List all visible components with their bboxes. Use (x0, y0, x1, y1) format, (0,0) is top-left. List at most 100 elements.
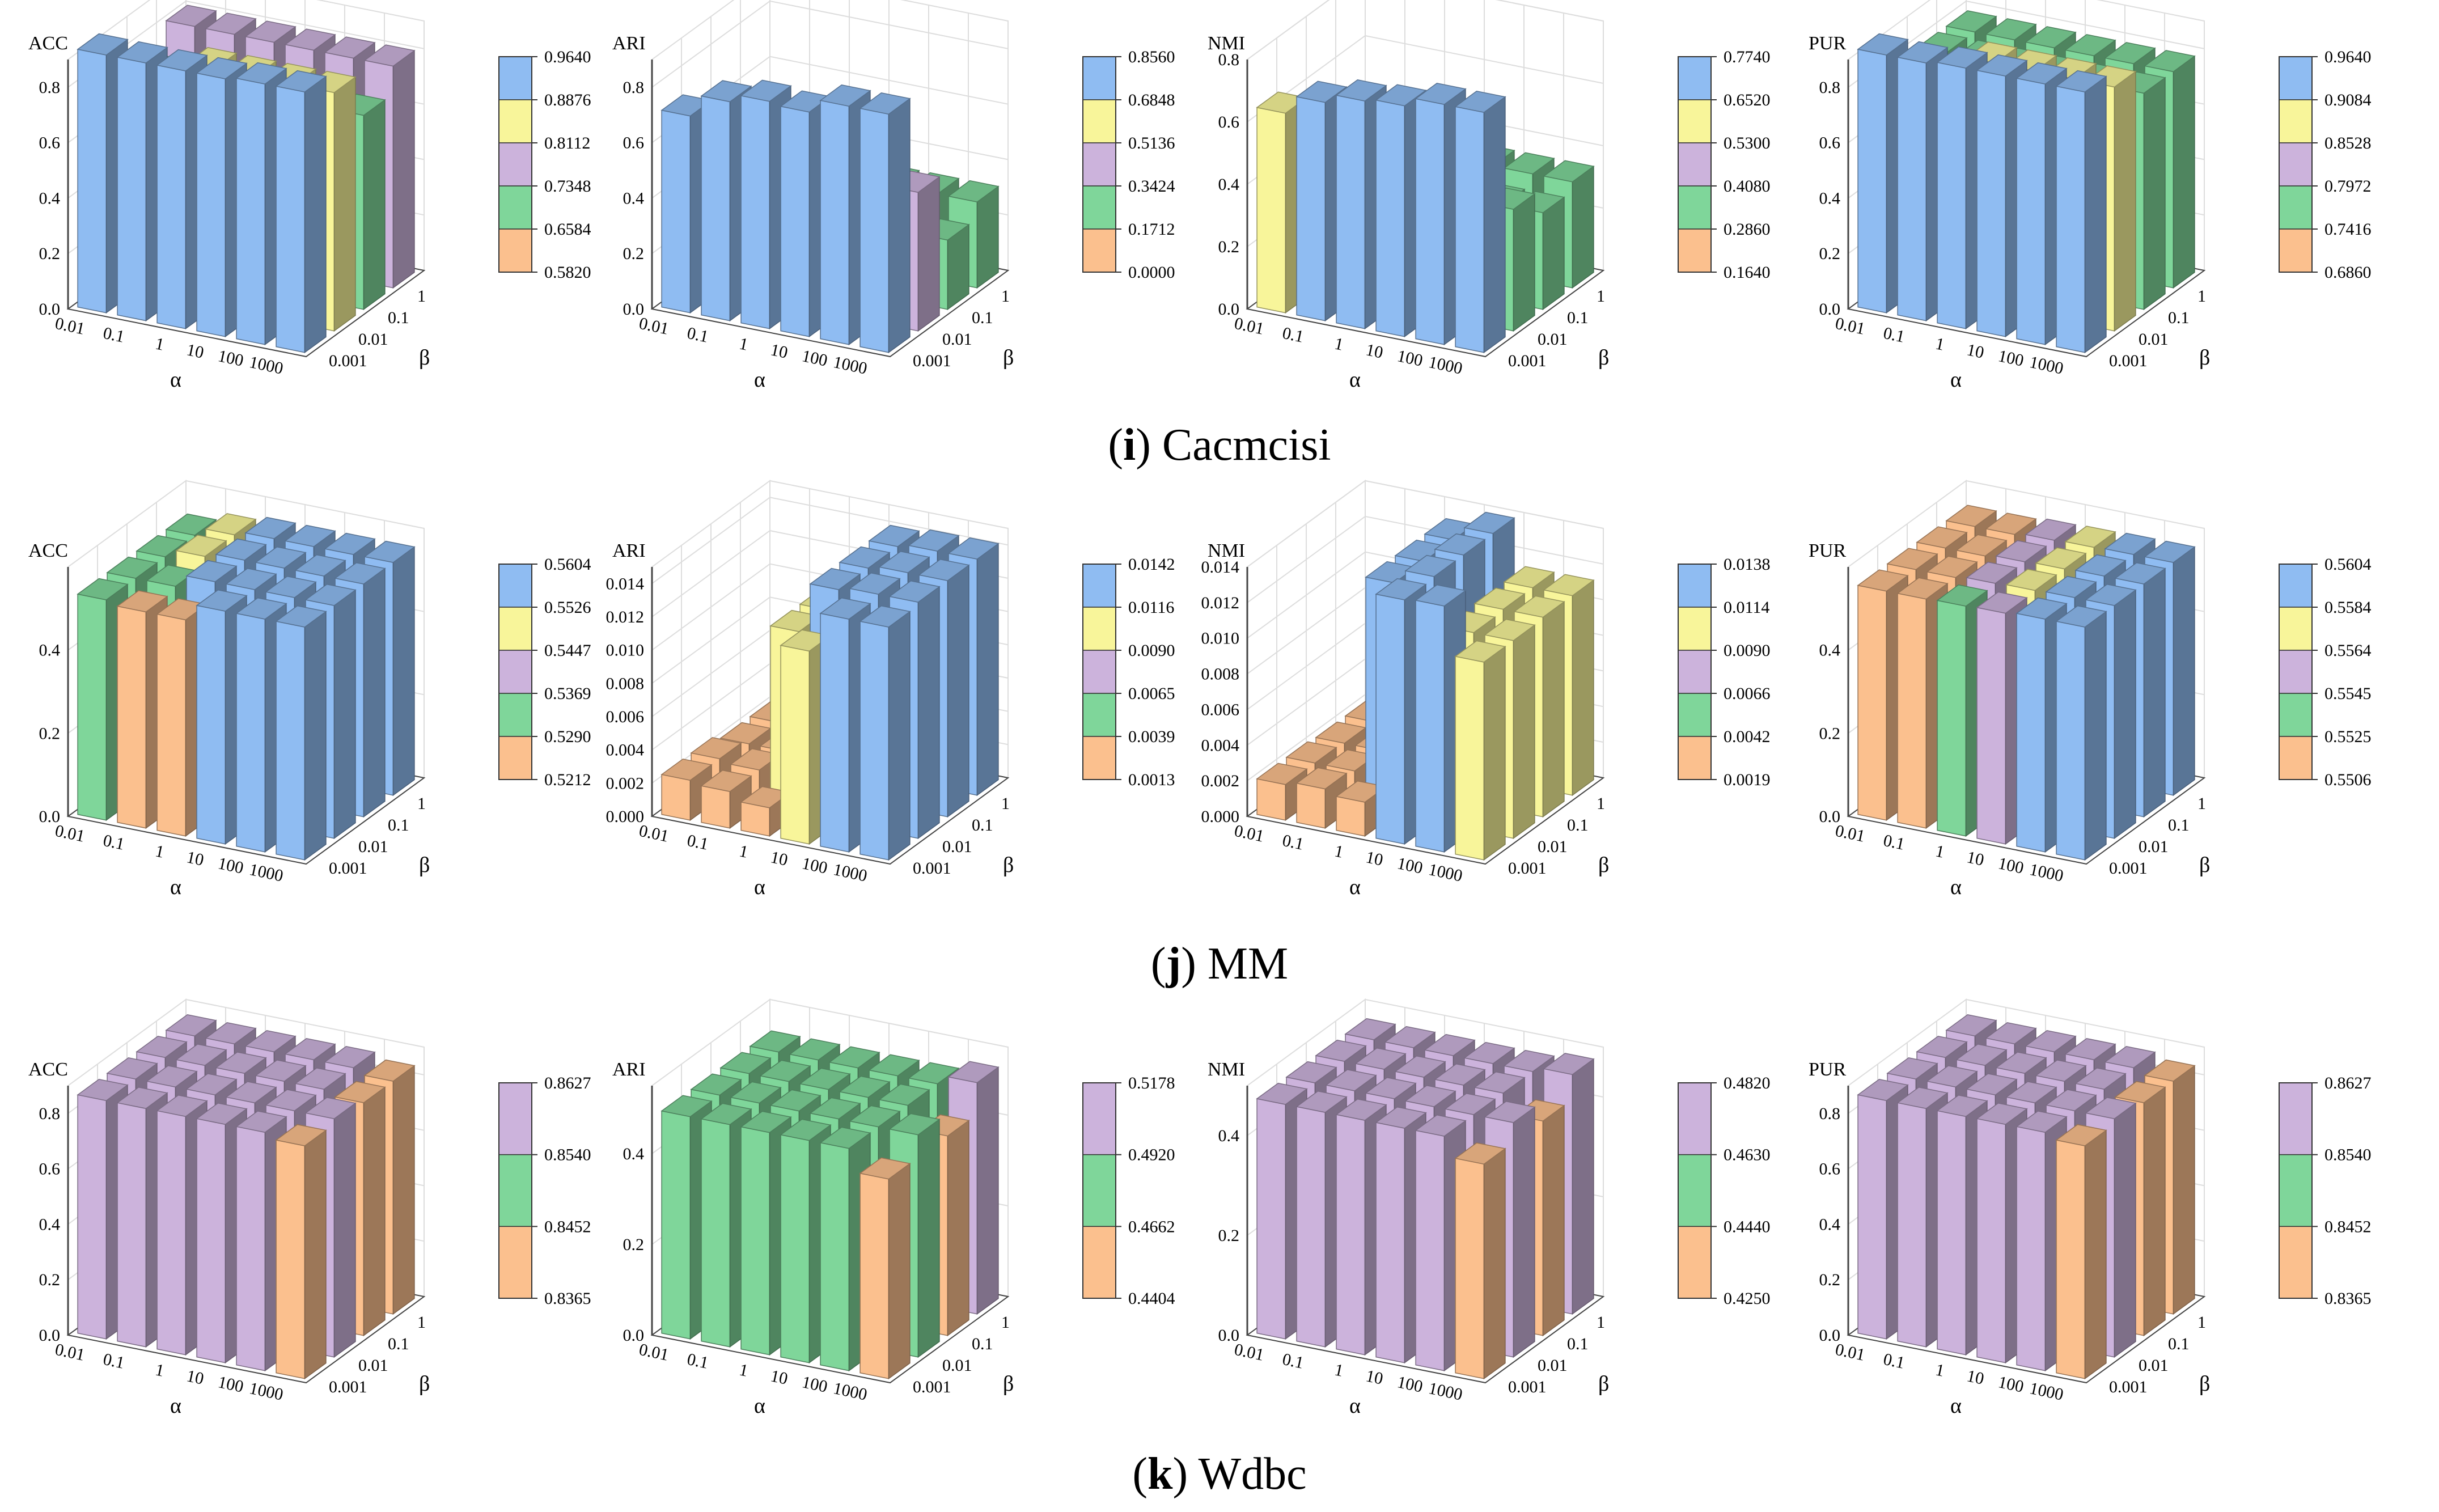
bar-front (236, 613, 266, 853)
beta-tick-label: 0.1 (972, 1335, 993, 1353)
bar-front (77, 49, 107, 314)
z-tick-label: 0.2 (623, 244, 645, 263)
legend-tick-label: 0.8540 (2324, 1146, 2372, 1164)
bar-front (1375, 99, 1405, 337)
legend-tick-label: 0.5584 (2324, 598, 2372, 617)
bar-side (976, 543, 999, 797)
bar-top (789, 1038, 841, 1061)
legend-tick-label: 0.5290 (544, 727, 591, 746)
bar-top (1404, 1085, 1456, 1107)
bar-top (275, 1124, 327, 1146)
bar-top (908, 1062, 960, 1085)
alpha-tick-label: 100 (1396, 346, 1425, 370)
legend-swatch (1678, 736, 1712, 780)
bar-top (660, 759, 713, 781)
bar-top (799, 1068, 851, 1090)
bar-front (1455, 106, 1485, 353)
bar-front (701, 785, 731, 829)
z-tick-label: 0.4 (1218, 1126, 1240, 1145)
legend-swatch (1082, 56, 1116, 100)
legend-tick-label: 0.4440 (1724, 1217, 1771, 1236)
legend-tick-label: 0.6860 (2324, 263, 2372, 282)
bar-top (324, 36, 376, 59)
alpha-tick-label: 0.1 (1281, 324, 1306, 346)
legend-frame (498, 56, 532, 273)
alpha-axis-label: α (170, 875, 181, 899)
bar-side (304, 611, 327, 861)
bar-top (859, 605, 911, 628)
bar-front (1415, 1130, 1445, 1371)
bar-front (196, 605, 226, 845)
alpha-tick-label: 0.01 (1233, 821, 1265, 846)
z-tick-label: 0.2 (1218, 238, 1240, 256)
legend-swatch (1082, 607, 1116, 651)
legend-tick-label: 0.5300 (1724, 134, 1771, 153)
bar-top (888, 1113, 941, 1136)
bar-top (136, 1035, 188, 1058)
bar-side (917, 176, 940, 332)
bar (1454, 1142, 1506, 1380)
z-tick-label: 0.6 (1819, 134, 1841, 153)
bar-front (1455, 1158, 1485, 1379)
bar-top (196, 589, 248, 612)
bar-top (2055, 70, 2107, 93)
bar-top (2114, 562, 2166, 585)
bar-top (1857, 33, 1909, 56)
alpha-tick-label: 1 (738, 334, 750, 354)
bar-top (819, 84, 871, 107)
bar-front (820, 100, 850, 345)
legend-tick-label: 0.5178 (1128, 1074, 1175, 1092)
bar-top (2064, 526, 2116, 548)
alpha-tick-label: 1000 (248, 860, 285, 886)
grid-line (1247, 480, 1604, 567)
bar-side (304, 75, 327, 354)
bar-top (2055, 605, 2107, 628)
alpha-tick-label: 10 (185, 1366, 205, 1388)
alpha-tick-label: 1 (1934, 334, 1946, 354)
legend-tick-label: 0.5506 (2324, 770, 2372, 789)
beta-tick-label: 0.1 (1567, 816, 1589, 835)
bar-top (2074, 554, 2127, 577)
bar-top (324, 1045, 376, 1069)
z-tick-label: 0.0 (1819, 807, 1841, 826)
bar-top (859, 92, 911, 115)
legend-swatch (2279, 228, 2313, 273)
z-tick-label: 0.0 (623, 300, 645, 319)
bar-top (294, 554, 346, 577)
caption-dataset: Wdbc (1198, 1449, 1307, 1499)
alpha-tick-label: 0.01 (1834, 821, 1866, 846)
z-tick-label: 0.000 (1201, 807, 1240, 826)
bar-top (225, 567, 277, 590)
legend-tick-label: 0.5212 (544, 770, 591, 789)
bar-front (1336, 1114, 1366, 1356)
bar-front (740, 95, 770, 329)
bar-top (2025, 518, 2077, 541)
bar-top (1985, 1022, 2037, 1045)
legend-tick-label: 0.4404 (1128, 1289, 1175, 1308)
legend-swatch (1678, 1154, 1712, 1227)
z-tick-label: 0.010 (606, 641, 645, 660)
bar-front (2056, 1140, 2086, 1379)
bar-side (1572, 1058, 1594, 1315)
bar-side (2143, 567, 2166, 818)
bar-top (1344, 1018, 1396, 1040)
beta-tick-label: 0.001 (1508, 1378, 1547, 1396)
alpha-tick-label: 1000 (832, 353, 869, 378)
bar-front (1415, 98, 1445, 345)
alpha-tick-label: 10 (185, 340, 205, 362)
bar-top (1473, 587, 1526, 610)
caption-dataset: MM (1207, 939, 1289, 989)
alpha-axis-label: α (1349, 368, 1361, 392)
bar-top (849, 1105, 901, 1128)
bar-top (255, 1059, 307, 1082)
legend-tick-label: 0.9084 (2324, 91, 2372, 109)
z-tick-label: 0.0 (39, 300, 61, 319)
bar-top (116, 590, 168, 613)
legend-swatch (498, 693, 532, 737)
legend-tick-label: 0.4920 (1128, 1146, 1175, 1164)
legend-swatch (1678, 1082, 1712, 1155)
legend-swatch (498, 1226, 532, 1299)
legend-swatch (498, 736, 532, 780)
alpha-tick-label: 1 (1333, 1360, 1345, 1380)
